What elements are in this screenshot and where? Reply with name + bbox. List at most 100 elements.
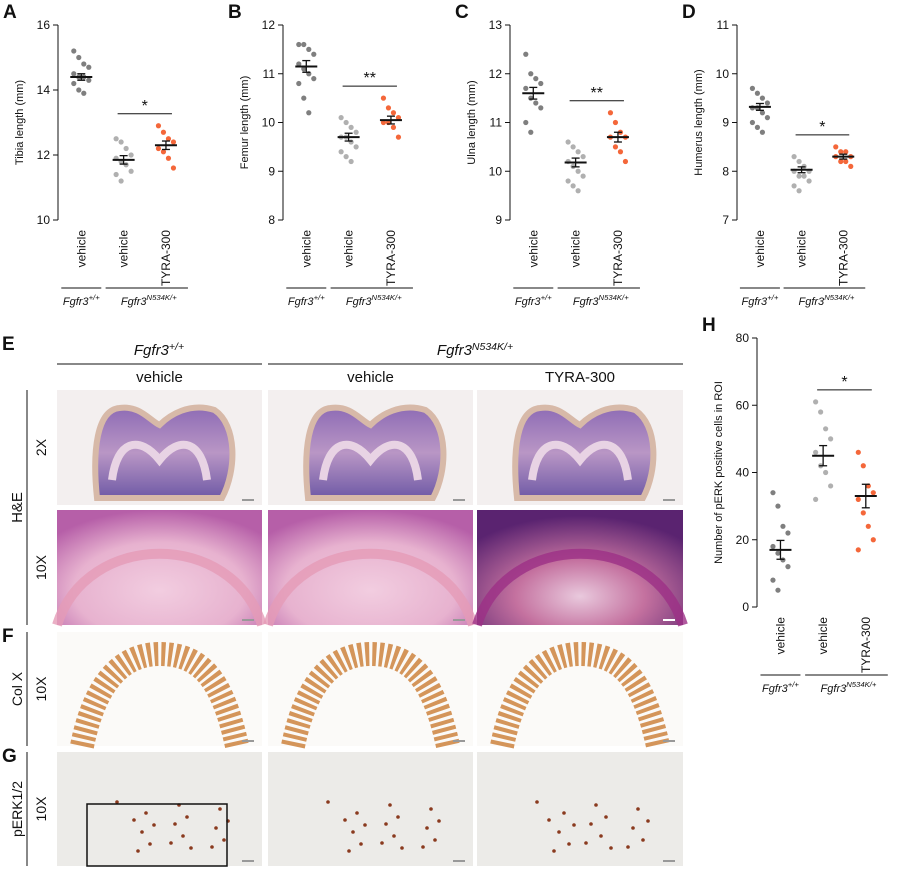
data-point: [533, 100, 539, 106]
data-point: [843, 158, 849, 165]
genotype-label: Fgfr3+/+: [134, 341, 184, 359]
micrograph: [263, 510, 478, 627]
x-tick-label: vehicle: [795, 230, 809, 268]
gene: Fgfr3: [437, 342, 473, 359]
stain-dot: [148, 842, 152, 846]
growth-plate: [319, 440, 422, 481]
y-tick-label: 10: [716, 67, 730, 81]
data-point: [870, 537, 876, 543]
data-point: [528, 95, 534, 101]
stain-dot: [380, 841, 384, 845]
data-point: [155, 123, 162, 129]
genotype-label: Fgfr3+/+: [63, 293, 100, 308]
data-point: [780, 557, 786, 563]
charts: A 10 12 14 16 Tibia length (mm) vehicle vehicle…: [3, 2, 888, 695]
stain-dot: [173, 822, 177, 826]
data-point: [759, 129, 766, 135]
data-point: [390, 124, 397, 130]
row-label: 10X: [33, 796, 49, 822]
stain-dot: [599, 834, 603, 838]
y-tick-label: 9: [722, 116, 729, 130]
data-point: [770, 490, 776, 496]
stain-dot: [557, 830, 561, 834]
micrograph: [57, 390, 262, 505]
y-tick-label: 12: [489, 67, 503, 81]
data-point: [823, 469, 829, 476]
stain-dot: [222, 838, 226, 842]
stain-dot: [218, 807, 222, 811]
stain-dot: [185, 815, 189, 819]
data-point: [848, 163, 854, 169]
stain-dot: [169, 841, 173, 845]
stain-dot: [396, 815, 400, 819]
chart: H 0 20 40 60 80 Number of pERK positive cells …: [702, 315, 888, 695]
significance-label: *: [841, 374, 847, 391]
data-point: [843, 149, 849, 155]
data-point: [533, 76, 539, 82]
data-point: [855, 496, 861, 502]
stain-dot: [351, 830, 355, 834]
y-tick-label: 10: [489, 164, 503, 178]
scale-bar: [242, 860, 254, 862]
data-point: [823, 426, 829, 432]
stain-dot: [136, 849, 140, 853]
data-point: [813, 399, 819, 405]
data-point: [385, 105, 392, 111]
data-point: [390, 110, 397, 116]
stain-dot: [388, 803, 392, 807]
row-label: pERK1/2: [9, 781, 25, 837]
y-tick-label: 12: [262, 18, 276, 32]
scale-bar: [663, 740, 675, 742]
y-tick-label: 20: [736, 533, 750, 547]
allele: +/+: [169, 341, 184, 353]
y-axis-title: Number of pERK positive cells in ROI: [713, 381, 725, 564]
stain-dot: [646, 819, 650, 823]
stain-dot: [347, 849, 351, 853]
treatment-label: TYRA-300: [545, 369, 615, 386]
allele: N534K/+: [846, 680, 877, 689]
data-point: [113, 136, 119, 142]
data-point: [348, 158, 354, 165]
micrograph-bg: [268, 510, 473, 625]
collagen-x: [490, 641, 670, 749]
stain-dot: [132, 818, 136, 822]
stain-dot: [636, 807, 640, 811]
allele: N534K/+: [372, 293, 403, 302]
significance-label: **: [364, 70, 376, 87]
stain-dot: [210, 845, 214, 849]
data-point: [343, 119, 349, 126]
data-point: [575, 188, 581, 194]
data-point: [806, 178, 812, 184]
data-point: [775, 503, 781, 509]
data-point: [170, 165, 177, 171]
data-point: [353, 144, 359, 150]
data-point: [86, 77, 92, 83]
stain-dot: [189, 846, 193, 850]
stain-dot: [115, 800, 119, 804]
data-point: [528, 129, 534, 135]
collagen-x: [281, 641, 460, 749]
stain-dot: [400, 846, 404, 850]
gene: Fgfr3: [821, 683, 848, 695]
allele: +/+: [89, 293, 101, 302]
y-tick-label: 11: [263, 67, 276, 81]
micrograph: [268, 632, 473, 749]
growth-plate: [528, 440, 632, 481]
data-point: [380, 119, 387, 126]
x-tick-label: vehicle: [74, 230, 88, 268]
gene: Fgfr3: [573, 296, 600, 308]
stain-dot: [152, 823, 156, 827]
x-tick-label: TYRA-300: [611, 230, 625, 286]
micrograph-bg: [57, 510, 262, 625]
stain-dot: [594, 803, 598, 807]
panel-label: H: [702, 315, 716, 336]
y-tick-label: 8: [268, 213, 275, 227]
data-point: [570, 183, 576, 189]
data-point: [395, 115, 402, 121]
data-point: [301, 41, 307, 48]
scale-bar: [242, 499, 254, 501]
data-point: [860, 510, 866, 516]
scale-bar: [453, 619, 465, 621]
y-tick-label: 11: [717, 18, 730, 32]
